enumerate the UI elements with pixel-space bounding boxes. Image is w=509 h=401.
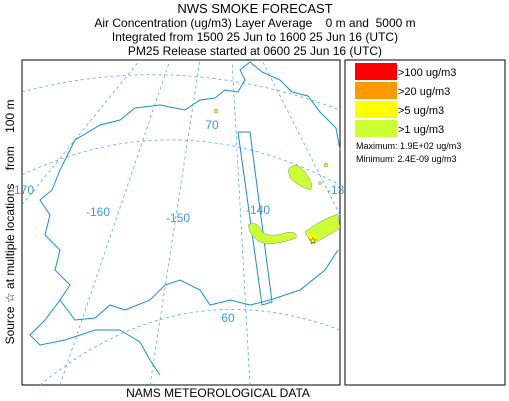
smoke-spot <box>318 181 322 185</box>
legend-swatch <box>355 120 397 137</box>
legend-label: >20 ug/m3 <box>398 86 450 98</box>
map-label: -140 <box>246 203 270 217</box>
smoke-plume <box>287 165 312 191</box>
grid-line <box>261 59 341 216</box>
legend-swatch <box>355 63 397 80</box>
legend-label: >5 ug/m3 <box>398 105 444 117</box>
grid-line <box>21 139 341 186</box>
grid-line <box>39 309 341 386</box>
subtitle: PM25 Release started at 0600 25 Jun 16 (… <box>128 44 382 58</box>
smoke-plume <box>247 223 297 245</box>
legend-label: >100 ug/m3 <box>398 67 456 79</box>
grid-line <box>231 59 251 386</box>
smoke-plume <box>306 232 318 242</box>
map-label: 60 <box>221 311 235 325</box>
coastline <box>59 61 341 171</box>
coastline <box>29 299 161 376</box>
source-marker: ☆ <box>309 236 318 247</box>
legend-swatch <box>355 101 397 118</box>
legend: Maximum: 1.9E+02 ug/m3 Minimum: 2.4E-09 … <box>344 59 506 386</box>
coastline <box>39 169 339 321</box>
title: NWS SMOKE FORECAST <box>177 1 332 16</box>
legend-swatch <box>355 82 397 99</box>
smoke-spot <box>213 108 219 114</box>
grid-line <box>149 59 201 386</box>
legend-maximum: Maximum: 1.9E+02 ug/m3 <box>356 141 461 151</box>
map: ☆ 70 -170 -160 -150 -140 -130 60 <box>10 59 351 386</box>
subtitle: Air Concentration (ug/m3) Layer Average … <box>94 16 415 30</box>
map-label: -160 <box>86 205 110 219</box>
subtitle: Integrated from 1500 25 Jun to 1600 25 J… <box>112 30 398 44</box>
side-label: Source ☆ at multiple locations from 100 … <box>3 100 17 345</box>
map-label: -150 <box>166 211 190 225</box>
grid-line <box>21 59 141 206</box>
footer: NAMS METEOROLOGICAL DATA <box>126 386 310 400</box>
legend-minimum: Minimum: 2.4E-09 ug/m3 <box>356 154 457 164</box>
border <box>237 131 273 306</box>
smoke-spot <box>323 162 329 168</box>
legend-label: >1 ug/m3 <box>398 124 444 136</box>
grid-line <box>21 74 341 111</box>
map-label: -170 <box>10 183 34 197</box>
map-label: 70 <box>205 118 219 132</box>
map-frame <box>21 59 341 386</box>
